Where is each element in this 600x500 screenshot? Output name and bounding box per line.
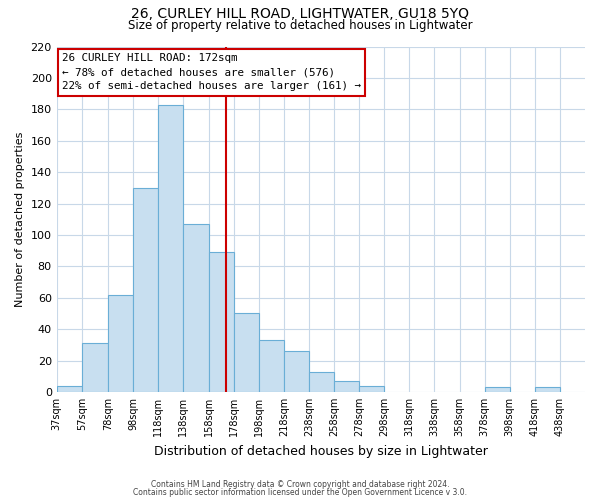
Text: 26 CURLEY HILL ROAD: 172sqm
← 78% of detached houses are smaller (576)
22% of se: 26 CURLEY HILL ROAD: 172sqm ← 78% of det… [62,54,361,92]
Bar [259,340,284,392]
Bar [284,351,309,392]
Bar [359,386,384,392]
Bar [309,372,334,392]
Bar [233,314,259,392]
Text: Contains HM Land Registry data © Crown copyright and database right 2024.: Contains HM Land Registry data © Crown c… [151,480,449,489]
Bar [82,344,108,392]
Bar [535,387,560,392]
Bar [133,188,158,392]
Bar [485,387,510,392]
Bar [184,224,209,392]
Bar [108,294,133,392]
Text: Contains public sector information licensed under the Open Government Licence v : Contains public sector information licen… [133,488,467,497]
Bar [56,386,82,392]
X-axis label: Distribution of detached houses by size in Lightwater: Distribution of detached houses by size … [154,444,488,458]
Text: 26, CURLEY HILL ROAD, LIGHTWATER, GU18 5YQ: 26, CURLEY HILL ROAD, LIGHTWATER, GU18 5… [131,8,469,22]
Y-axis label: Number of detached properties: Number of detached properties [15,132,25,307]
Bar [158,104,184,392]
Text: Size of property relative to detached houses in Lightwater: Size of property relative to detached ho… [128,19,472,32]
Bar [334,381,359,392]
Bar [209,252,233,392]
